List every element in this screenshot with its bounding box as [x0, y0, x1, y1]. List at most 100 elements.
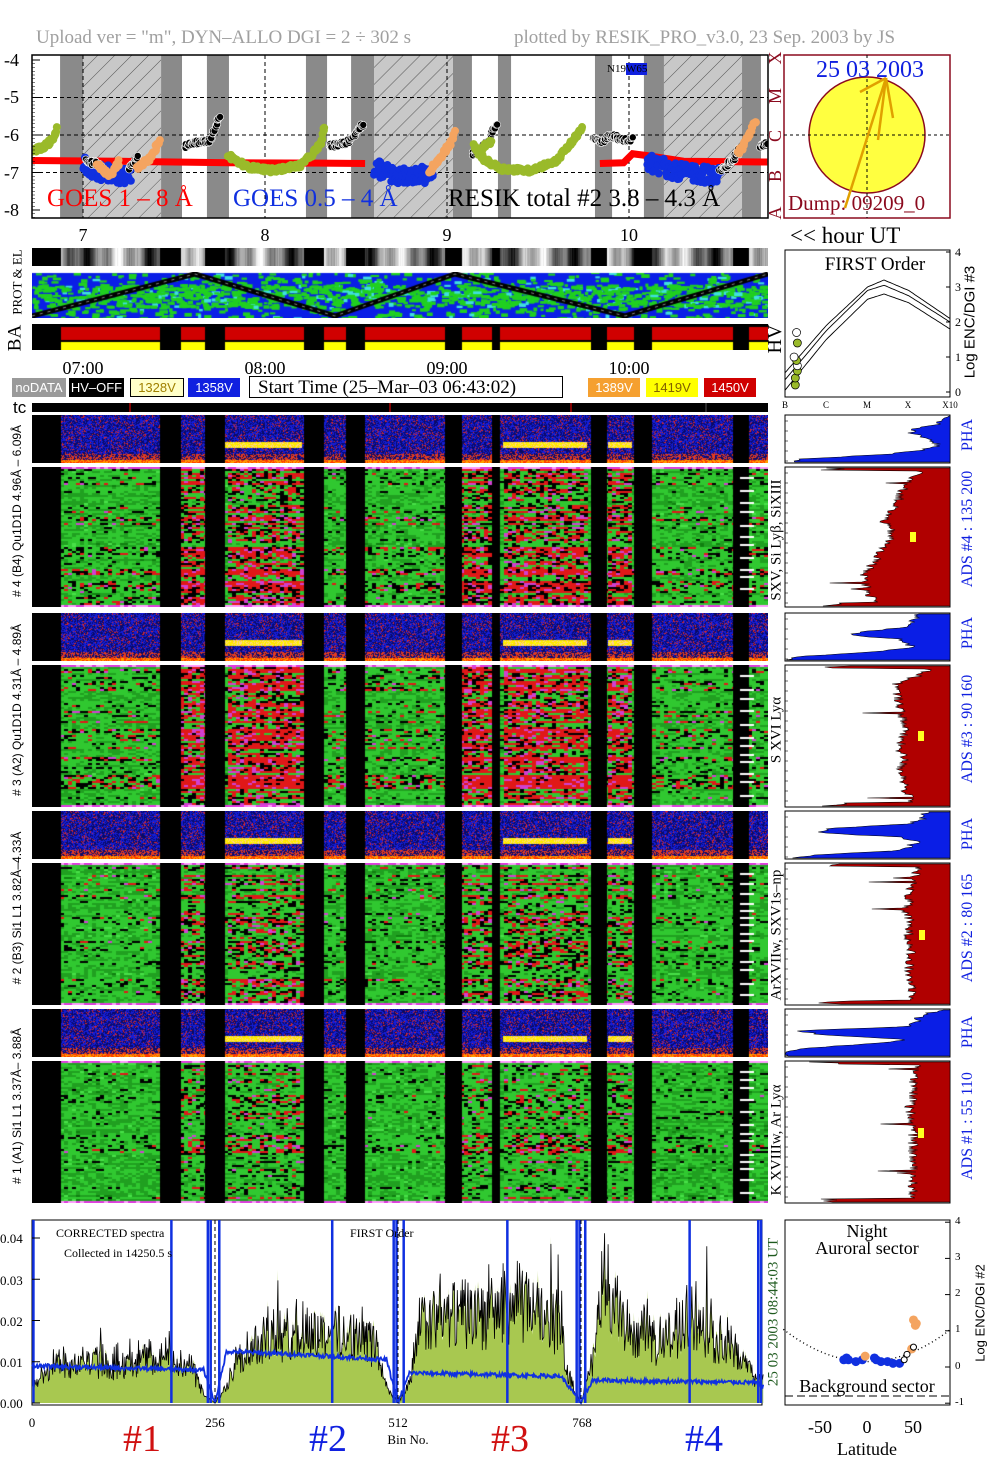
data-point	[359, 122, 367, 131]
data-point	[269, 165, 278, 174]
data-point	[758, 140, 767, 149]
data-point	[606, 134, 615, 142]
data-point	[744, 130, 753, 139]
data-point	[196, 137, 205, 146]
data-point	[198, 138, 207, 147]
data-point	[689, 176, 698, 185]
data-point	[591, 134, 599, 143]
data-point	[195, 137, 203, 145]
data-point	[381, 165, 390, 174]
data-point	[335, 139, 343, 148]
data-point	[480, 139, 489, 148]
data-point	[126, 176, 135, 185]
data-point	[659, 154, 668, 163]
data-point	[103, 174, 112, 183]
data-point	[111, 168, 120, 177]
data-point	[558, 147, 567, 156]
data-point	[573, 132, 582, 141]
data-point	[710, 173, 719, 182]
data-point	[110, 165, 119, 174]
data-point	[514, 165, 523, 174]
spectrum-area	[32, 1236, 764, 1403]
data-point	[93, 161, 102, 169]
data-point	[32, 147, 38, 156]
data-point	[208, 129, 217, 138]
data-point	[667, 164, 676, 173]
data-point	[248, 164, 257, 173]
data-point	[192, 136, 201, 145]
data-point	[209, 129, 217, 138]
data-point	[114, 172, 123, 181]
data-point	[475, 146, 484, 155]
data-point	[213, 116, 222, 124]
data-point	[307, 152, 316, 161]
data-point	[479, 143, 488, 152]
x-tick: C	[822, 400, 830, 410]
data-point	[578, 123, 587, 132]
data-point	[721, 163, 730, 172]
data-point	[565, 139, 574, 148]
lines-label-1: K XVIIIw, Ar Lyα	[768, 1084, 785, 1196]
data-point	[337, 140, 346, 148]
tc-label: tc	[13, 398, 27, 417]
data-point	[734, 144, 743, 153]
latitude-point	[882, 1357, 892, 1367]
data-point	[112, 159, 121, 168]
data-point	[397, 177, 406, 186]
data-point	[491, 124, 499, 133]
data-point	[625, 136, 634, 144]
auroral-sector-label: Auroral sector	[815, 1238, 919, 1258]
latitude-point	[888, 1358, 898, 1368]
pha-panel-profile	[792, 811, 951, 859]
data-point	[499, 165, 508, 174]
y-tick: 3	[955, 280, 961, 294]
data-point	[608, 131, 616, 140]
data-point	[705, 167, 714, 176]
data-point	[610, 132, 619, 141]
data-point	[547, 159, 556, 168]
data-point	[32, 144, 39, 153]
data-point	[485, 139, 494, 148]
data-point	[407, 166, 416, 175]
data-point	[439, 150, 448, 159]
data-point	[415, 177, 424, 186]
data-point	[735, 147, 744, 156]
data-point	[405, 170, 414, 179]
data-point	[48, 135, 57, 144]
data-point	[744, 133, 753, 142]
data-point	[484, 140, 493, 149]
data-point	[386, 170, 395, 179]
data-point	[484, 156, 493, 165]
data-point	[477, 144, 485, 153]
data-point	[411, 177, 420, 186]
data-point	[260, 167, 269, 176]
data-point	[124, 173, 133, 182]
data-point	[299, 157, 308, 166]
x-tick: 256	[205, 1415, 225, 1430]
prot-el-band	[32, 272, 768, 318]
data-point	[51, 130, 60, 139]
gray-status-band	[32, 248, 768, 266]
ads-panel-frame	[784, 664, 951, 808]
data-point	[428, 170, 437, 179]
tc-bar	[32, 403, 768, 412]
data-point	[446, 136, 455, 145]
data-point	[238, 162, 247, 171]
data-point	[121, 172, 130, 181]
data-point	[470, 144, 479, 153]
data-point	[108, 170, 117, 179]
data-point	[544, 159, 553, 168]
data-point	[719, 163, 727, 171]
data-point	[529, 166, 538, 175]
data-point	[285, 161, 294, 170]
data-point	[531, 166, 540, 175]
data-point	[145, 156, 154, 165]
data-point	[566, 140, 575, 149]
data-point	[472, 146, 481, 155]
data-point	[423, 166, 432, 175]
class-letter: X	[765, 51, 785, 65]
data-point	[647, 151, 656, 160]
first-order-point	[792, 328, 801, 337]
data-point	[657, 156, 666, 165]
data-point	[685, 165, 694, 174]
